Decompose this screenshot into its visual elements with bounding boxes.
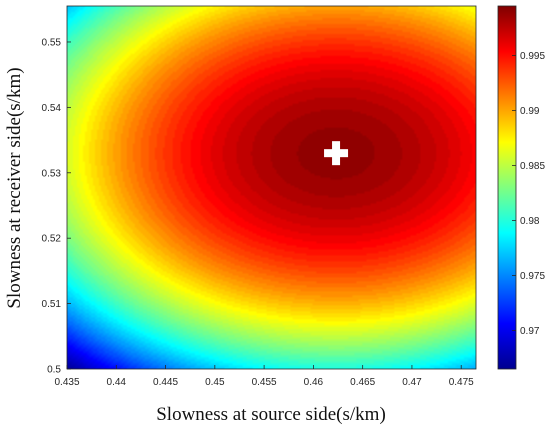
heatmap-surface bbox=[67, 6, 476, 369]
heatmap-area bbox=[66, 5, 477, 370]
colorbar-tick-label: 0.98 bbox=[520, 216, 540, 227]
x-tick-label: 0.475 bbox=[449, 377, 474, 388]
x-tick-label: 0.435 bbox=[54, 377, 79, 388]
colorbar-tick-label: 0.995 bbox=[520, 51, 545, 62]
x-axis-label: Slowness at source side(s/km) bbox=[156, 404, 386, 425]
y-tick-label: 0.5 bbox=[47, 365, 61, 376]
colorbar-tick-label: 0.97 bbox=[520, 326, 540, 337]
plot-frame bbox=[66, 5, 477, 370]
y-tick-label: 0.54 bbox=[42, 103, 62, 114]
colorbar-tick-label: 0.975 bbox=[520, 271, 545, 282]
colorbar-gradient bbox=[498, 6, 516, 369]
x-tick-label: 0.455 bbox=[252, 377, 277, 388]
colorbar-ticks: 0.97 0.975 0.98 0.985 0.99 0.995 bbox=[512, 51, 545, 337]
colorbar-frame bbox=[497, 5, 517, 370]
y-axis: 0.5 0.51 0.52 0.53 0.54 0.55 bbox=[42, 37, 71, 376]
x-tick-label: 0.465 bbox=[350, 377, 375, 388]
x-tick-label: 0.46 bbox=[304, 377, 324, 388]
colorbar-tick-label: 0.985 bbox=[520, 161, 545, 172]
x-tick-label: 0.45 bbox=[205, 377, 225, 388]
y-tick-label: 0.52 bbox=[42, 234, 62, 245]
x-tick-label: 0.445 bbox=[153, 377, 178, 388]
y-axis-label: Slowness at receiver side(s/km) bbox=[4, 67, 25, 308]
y-tick-label: 0.53 bbox=[42, 168, 62, 179]
colorbar-tick-label: 0.99 bbox=[520, 106, 540, 117]
peak-marker bbox=[324, 141, 349, 166]
x-tick-label: 0.44 bbox=[107, 377, 127, 388]
x-tick-label: 0.47 bbox=[402, 377, 422, 388]
y-tick-label: 0.51 bbox=[42, 299, 62, 310]
y-tick-label: 0.55 bbox=[42, 37, 62, 48]
x-axis: 0.435 0.44 0.445 0.45 0.455 0.46 0.465 0.47 0.47… bbox=[54, 365, 474, 388]
colorbar: 0.97 0.975 0.98 0.985 0.99 0.995 bbox=[497, 5, 545, 370]
